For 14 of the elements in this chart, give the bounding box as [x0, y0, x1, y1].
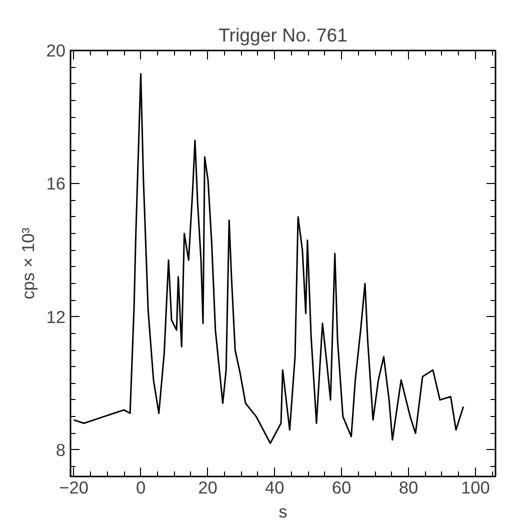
x-tick-label: −20: [59, 478, 89, 498]
x-tick-label: 100: [460, 478, 490, 498]
y-tick-label: 12: [46, 306, 66, 327]
y-tick-label: 20: [46, 40, 66, 60]
y-tick-label: 16: [46, 174, 66, 194]
y-tick-label: 8: [56, 440, 66, 460]
y-axis-title: cps × 10³: [18, 227, 38, 300]
x-tick-label: 20: [198, 478, 218, 498]
x-tick-label: 80: [398, 478, 418, 498]
chart-title: Trigger No. 761: [218, 24, 348, 46]
x-tick-label: 60: [332, 478, 352, 498]
x-tick-label: 0: [136, 478, 146, 498]
x-axis-title: s: [278, 502, 288, 522]
x-tick-label: 40: [264, 478, 284, 498]
